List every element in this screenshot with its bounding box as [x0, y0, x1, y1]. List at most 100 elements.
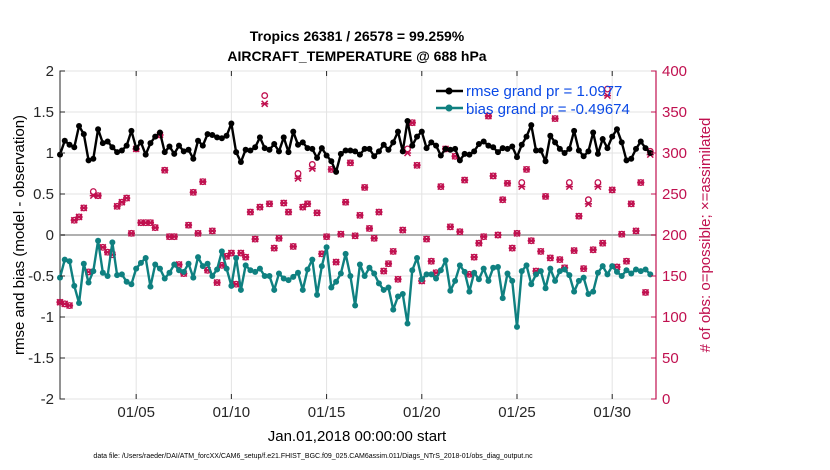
- bias-point-76: [418, 276, 425, 283]
- obs-assimilated-marker-62: [351, 232, 359, 240]
- rmse-point-8: [95, 126, 102, 133]
- obs-assimilated-marker-95: [508, 244, 516, 252]
- bias-point-99: [528, 281, 535, 288]
- rmse-point-54: [314, 154, 321, 161]
- obs-assimilated-marker-99: [527, 237, 535, 245]
- bias-point-40: [247, 267, 254, 274]
- y-right-tick-label-3: 150: [662, 268, 687, 285]
- rmse-point-56: [323, 152, 330, 159]
- bias-point-123: [642, 266, 649, 273]
- rmse-point-67: [375, 148, 382, 155]
- obs-assimilated-marker-29: [194, 229, 202, 237]
- bias-point-30: [199, 263, 206, 270]
- obs-assimilated-marker-2: [65, 301, 74, 310]
- rmse-point-112: [590, 129, 597, 136]
- obs-assimilated-marker-32: [208, 227, 216, 235]
- bias-point-117: [613, 268, 620, 275]
- bias-point-78: [428, 271, 435, 278]
- obs-assimilated-marker-49: [289, 242, 297, 251]
- bias-point-38: [237, 286, 244, 293]
- bias-point-118: [618, 273, 625, 279]
- y-right-axis-label: # of obs: o=possible; ×=assimilated: [697, 118, 714, 353]
- bias-point-56: [323, 244, 330, 251]
- rmse-point-74: [409, 142, 416, 149]
- rmse-point-64: [361, 145, 368, 152]
- obs-assimilated-marker-27: [184, 221, 193, 229]
- rmse-point-103: [547, 132, 554, 139]
- rmse-point-107: [566, 145, 573, 152]
- bias-point-14: [123, 278, 130, 285]
- obs-assimilated-marker-121: [632, 227, 640, 235]
- obs-assimilated-marker-123: [641, 288, 650, 296]
- bias-point-17: [137, 259, 144, 266]
- bias-point-9: [99, 269, 106, 276]
- obs-assimilated-marker-59: [337, 230, 345, 238]
- obs-assimilated-marker-118: [618, 230, 626, 238]
- y-tick-label-0: -2: [41, 391, 54, 408]
- rmse-point-43: [261, 145, 268, 152]
- obs-assimilated-marker-78: [427, 257, 435, 265]
- obs-assimilated-marker-71: [394, 275, 402, 283]
- rmse-point-57: [328, 158, 335, 165]
- bias-point-44: [266, 273, 273, 279]
- obs-assimilated-marker-66: [370, 234, 378, 242]
- rmse-point-47: [280, 134, 287, 141]
- bias-point-5: [80, 260, 87, 267]
- rmse-point-24: [171, 150, 178, 157]
- y-right-tick-label-7: 350: [662, 104, 687, 121]
- bias-point-93: [499, 295, 506, 302]
- rmse-point-95: [509, 143, 516, 150]
- rmse-point-31: [204, 131, 211, 138]
- rmse-point-75: [414, 133, 421, 140]
- obs-assimilated-marker-44: [265, 200, 274, 208]
- rmse-point-117: [613, 126, 620, 133]
- bias-point-65: [366, 264, 373, 271]
- bias-point-109: [575, 277, 582, 284]
- rmse-point-5: [80, 131, 87, 138]
- bias-point-57: [328, 284, 335, 291]
- y-right-tick-label-4: 200: [662, 227, 687, 244]
- bias-point-39: [242, 262, 249, 269]
- bias-point-119: [623, 267, 630, 274]
- obs-possible-marker-115: [603, 85, 611, 93]
- obs-assimilated-marker-15: [127, 229, 136, 237]
- obs-assimilated-marker-93: [499, 196, 507, 204]
- bias-point-73: [404, 320, 411, 327]
- bias-point-41: [252, 268, 259, 275]
- bias-point-97: [518, 268, 525, 275]
- obs-assimilated-marker-53: [308, 165, 316, 173]
- rmse-point-55: [318, 145, 325, 152]
- obs-possible-marker-113: [594, 179, 602, 186]
- rmse-point-44: [266, 146, 273, 153]
- bias-point-107: [566, 272, 573, 279]
- bias-point-49: [290, 273, 297, 280]
- obs-assimilated-marker-43: [261, 100, 269, 108]
- y-right-tick-label-1: 50: [662, 350, 679, 367]
- bias-point-114: [599, 263, 606, 270]
- y-right-tick-label-8: 400: [662, 63, 687, 80]
- rmse-point-113: [594, 150, 601, 157]
- rmse-point-48: [285, 149, 292, 156]
- bias-point-91: [490, 264, 497, 271]
- bias-point-113: [594, 269, 601, 276]
- bias-point-92: [494, 263, 501, 270]
- bias-point-71: [394, 293, 401, 300]
- rmse-point-10: [104, 138, 111, 145]
- rmse-point-108: [571, 127, 578, 134]
- obs-assimilated-marker-120: [627, 200, 635, 208]
- rmse-point-4: [76, 122, 83, 129]
- rmse-point-111: [585, 148, 592, 155]
- rmse-point-15: [128, 127, 135, 134]
- obs-assimilated-marker-111: [584, 200, 593, 208]
- y-tick-label-3: -0.5: [28, 268, 54, 285]
- bias-point-58: [333, 278, 340, 285]
- bias-point-3: [71, 282, 78, 289]
- obs-assimilated-marker-108: [570, 247, 578, 255]
- legend-bias-marker: [445, 104, 453, 112]
- obs-assimilated-marker-107: [565, 183, 573, 191]
- rmse-point-17: [137, 139, 144, 146]
- rmse-point-61: [347, 147, 354, 154]
- legend-rmse-marker: [445, 87, 453, 95]
- bias-point-70: [390, 306, 397, 313]
- bias-point-15: [128, 281, 135, 288]
